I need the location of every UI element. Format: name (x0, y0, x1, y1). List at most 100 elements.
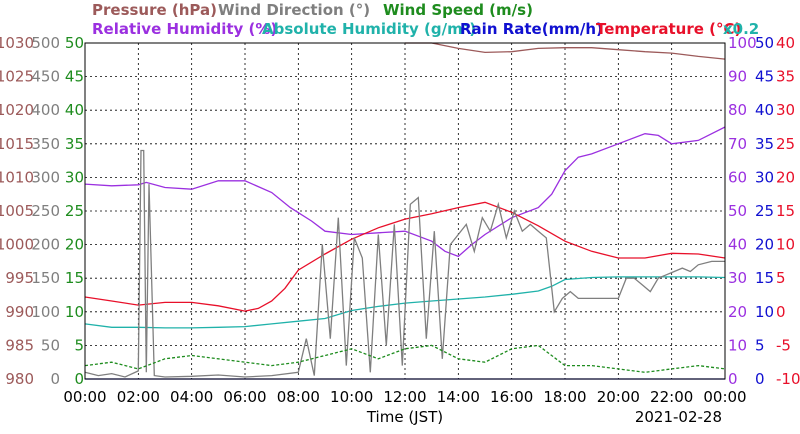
left-axis-tick-pressure: 1030 (0, 34, 34, 52)
plot-frame (84, 42, 726, 380)
left-axis-tick-wind-speed: 50 (65, 34, 84, 52)
right-axis-tick-relative-humidity: 10 (728, 336, 747, 354)
x-tick-label: 02:00 (117, 388, 160, 406)
right-axis-tick-temperature: 40 (776, 34, 795, 52)
left-axis-tick-wind-direction: 300 (31, 168, 60, 186)
left-axis-tick-wind-speed: 40 (65, 101, 84, 119)
series-line-relative-humidity (84, 126, 726, 258)
left-axis-tick-pressure: 1015 (0, 135, 34, 153)
left-axis-tick-wind-direction: 50 (41, 336, 60, 354)
left-axis-tick-wind-speed: 30 (65, 168, 84, 186)
left-axis-tick-wind-direction: 400 (31, 101, 60, 119)
legend-title-1-3: Temperature (°C) (596, 20, 741, 38)
series-line-absolute-humidity-g-m-x0-2 (84, 276, 726, 329)
x-tick-label: 18:00 (543, 388, 586, 406)
right-axis-tick-temperature: -10 (776, 370, 800, 388)
left-axis-tick-wind-speed: 0 (74, 370, 84, 388)
right-axis-tick-temperature: 10 (776, 236, 795, 254)
right-axis-tick-rain-rate: 10 (755, 303, 774, 321)
right-axis-tick-temperature: 35 (776, 68, 795, 86)
legend-title-0-0: Pressure (hPa) (92, 1, 217, 19)
right-axis-tick-temperature: -5 (776, 336, 791, 354)
x-tick-label: 12:00 (383, 388, 426, 406)
left-axis-tick-pressure: 1005 (0, 202, 34, 220)
right-axis-tick-rain-rate: 5 (755, 336, 765, 354)
right-axis-tick-relative-humidity: 90 (728, 68, 747, 86)
right-axis-tick-temperature: 0 (776, 303, 786, 321)
left-axis-tick-wind-speed: 20 (65, 236, 84, 254)
right-axis-tick-temperature: 30 (776, 101, 795, 119)
legend-title-1-2: Rain Rate(mm/h) (460, 20, 603, 38)
right-axis-tick-rain-rate: 0 (755, 370, 765, 388)
right-axis-tick-relative-humidity: 0 (728, 370, 738, 388)
legend-title-0-2: Wind Speed (m/s) (383, 1, 533, 19)
left-axis-tick-pressure: 1000 (0, 236, 34, 254)
right-axis-tick-rain-rate: 45 (755, 68, 774, 86)
x-tick-label: 08:00 (277, 388, 320, 406)
left-axis-tick-wind-speed: 15 (65, 269, 84, 287)
left-axis-tick-wind-direction: 200 (31, 236, 60, 254)
left-axis-tick-wind-direction: 0 (50, 370, 60, 388)
x-tick-label: 00:00 (63, 388, 106, 406)
x-tick-label: 06:00 (223, 388, 266, 406)
left-axis-tick-pressure: 1010 (0, 168, 34, 186)
x-tick-label: 22:00 (650, 388, 693, 406)
left-axis-tick-pressure: 985 (5, 336, 34, 354)
series-line-temperature-c (84, 201, 726, 312)
chart-titles: Pressure (hPa) Wind Direction (°) Wind Spe… (92, 1, 759, 38)
series-line-wind-direction (84, 149, 725, 378)
legend-title-1-1: Absolute Humidity (g/m³) (262, 20, 476, 38)
right-axis-tick-rain-rate: 35 (755, 135, 774, 153)
left-axis-tick-wind-speed: 5 (74, 336, 84, 354)
right-axis-tick-rain-rate: 40 (755, 101, 774, 119)
right-axis-tick-rain-rate: 20 (755, 236, 774, 254)
left-axis-tick-pressure: 1025 (0, 68, 34, 86)
right-axis-tick-temperature: 5 (776, 269, 786, 287)
x-tick-label: 10:00 (330, 388, 373, 406)
left-axis-tick-wind-direction: 250 (31, 202, 60, 220)
right-axis-tick-temperature: 25 (776, 135, 795, 153)
x-tick-label: 20:00 (597, 388, 640, 406)
left-axis-tick-pressure: 980 (5, 370, 34, 388)
left-axis-tick-wind-speed: 45 (65, 68, 84, 86)
left-axis-tick-wind-speed: 35 (65, 135, 84, 153)
right-axis-tick-rain-rate: 15 (755, 269, 774, 287)
chart-grid (85, 43, 725, 379)
right-axis-tick-relative-humidity: 100 (728, 34, 757, 52)
left-axis-tick-pressure: 1020 (0, 101, 34, 119)
left-axis-tick-wind-direction: 500 (31, 34, 60, 52)
right-axis-tick-relative-humidity: 40 (728, 236, 747, 254)
x-axis-label: Time (JST) (366, 408, 443, 426)
left-axis-tick-wind-direction: 450 (31, 68, 60, 86)
left-axis-tick-pressure: 990 (5, 303, 34, 321)
left-axis-tick-wind-speed: 10 (65, 303, 84, 321)
right-axis-tick-relative-humidity: 30 (728, 269, 747, 287)
left-axis-tick-wind-direction: 150 (31, 269, 60, 287)
date-label: 2021-02-28 (635, 408, 722, 426)
left-axis-tick-pressure: 995 (5, 269, 34, 287)
left-axis-tick-wind-direction: 100 (31, 303, 60, 321)
right-axis-tick-relative-humidity: 70 (728, 135, 747, 153)
x-tick-label: 00:00 (703, 388, 746, 406)
series-line-wind-speed-m-s (84, 344, 726, 373)
series-line-pressure-hpa (405, 42, 726, 60)
x-tick-label: 16:00 (490, 388, 533, 406)
left-axis-tick-wind-speed: 25 (65, 202, 84, 220)
legend-title-1-4: x0.2 (723, 20, 759, 38)
right-axis-tick-rain-rate: 30 (755, 168, 774, 186)
right-axis-tick-relative-humidity: 50 (728, 202, 747, 220)
x-tick-label: 14:00 (437, 388, 480, 406)
x-tick-label: 04:00 (170, 388, 213, 406)
right-axis-tick-relative-humidity: 20 (728, 303, 747, 321)
right-axis-tick-relative-humidity: 60 (728, 168, 747, 186)
right-axis-tick-relative-humidity: 80 (728, 101, 747, 119)
right-axis-tick-rain-rate: 25 (755, 202, 774, 220)
right-axis-tick-rain-rate: 50 (755, 34, 774, 52)
legend-title-0-1: Wind Direction (°) (218, 1, 370, 19)
chart-axes: 1030102510201015101010051000995990985980… (0, 34, 800, 406)
legend-title-1-0: Relative Humidity (%) (92, 20, 277, 38)
left-axis-tick-wind-direction: 350 (31, 135, 60, 153)
right-axis-tick-temperature: 20 (776, 168, 795, 186)
right-axis-tick-temperature: 15 (776, 202, 795, 220)
